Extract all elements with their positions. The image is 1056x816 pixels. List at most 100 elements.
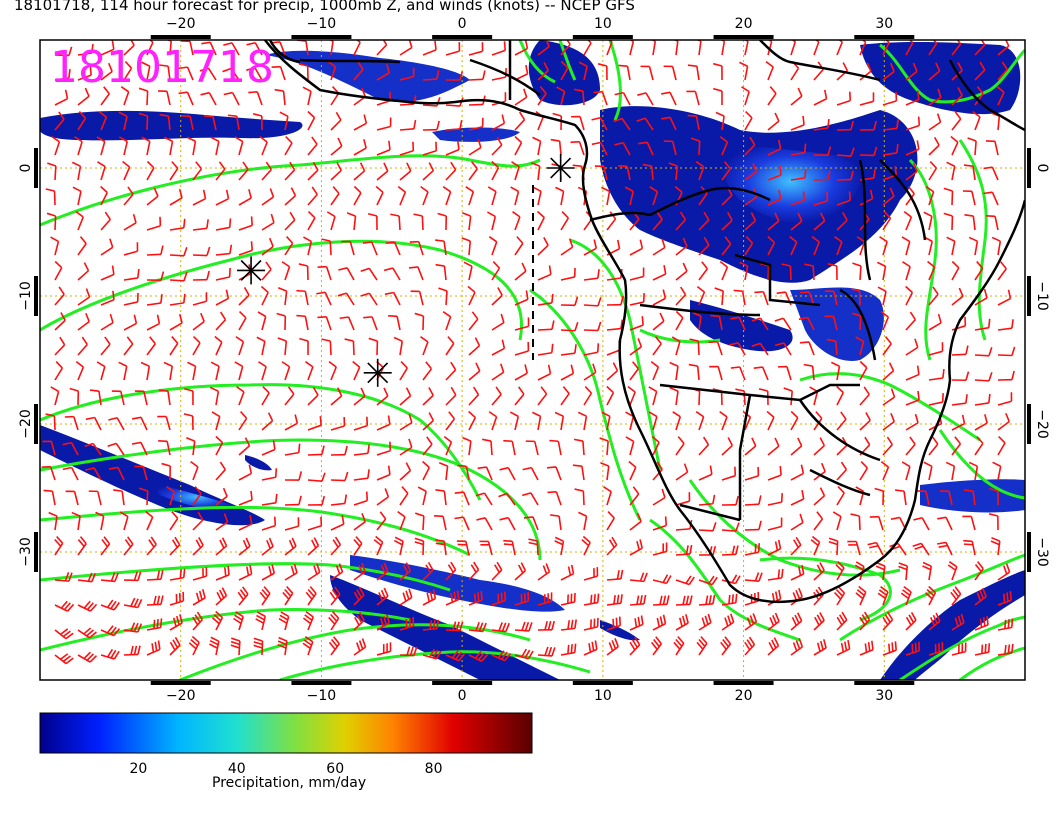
wind-barb: [537, 237, 549, 256]
wind-barb: [54, 572, 73, 582]
wind-barb: [813, 89, 828, 106]
wind-barb: [629, 512, 642, 531]
wind-barb: [307, 161, 319, 181]
wind-barb: [346, 212, 357, 231]
wind-barb: [487, 186, 497, 206]
wind-barb: [859, 412, 871, 431]
wind-barb: [50, 386, 60, 406]
wind-barb: [537, 592, 553, 606]
wind-barb: [259, 135, 268, 156]
wind-barb: [560, 643, 577, 656]
wind-barb: [905, 311, 917, 331]
wind-barb: [468, 70, 486, 81]
wind-barb: [687, 64, 700, 81]
wind-barb: [859, 460, 869, 481]
wind-barb: [803, 363, 815, 381]
wind-barb: [974, 288, 988, 306]
wind-barb: [560, 238, 574, 256]
wind-barb: [721, 236, 732, 256]
wind-barb: [368, 337, 379, 356]
wind-barb: [591, 141, 608, 156]
wind-barb: [882, 336, 892, 356]
wind-barb: [123, 597, 143, 609]
wind-barb: [652, 461, 663, 481]
wind-barb: [606, 638, 620, 656]
wind-barb: [652, 312, 665, 331]
wind-barb: [905, 641, 921, 656]
wind-barb: [138, 112, 149, 131]
lon-tick-label-top: 10: [594, 16, 612, 32]
wind-barb: [945, 461, 956, 481]
wind-barb: [454, 491, 470, 506]
wind-barb: [222, 67, 240, 81]
wind-barb: [279, 111, 289, 131]
wind-barb: [307, 495, 326, 506]
wind-barb: [713, 62, 723, 81]
wind-barb: [178, 66, 194, 81]
wind-barb: [882, 362, 895, 381]
wind-barb: [100, 62, 113, 81]
wind-barb: [859, 146, 878, 157]
wind-barb: [698, 575, 718, 586]
wind-barb: [836, 40, 843, 56]
wind-barb: [606, 385, 615, 406]
wind-barb: [997, 392, 1013, 406]
wind-barb: [951, 87, 963, 106]
wind-barb: [974, 587, 987, 606]
wind-barb: [903, 210, 913, 231]
wind-barb: [399, 141, 415, 156]
wind-barb: [215, 587, 228, 606]
wind-barb: [161, 462, 172, 481]
wind-barb: [789, 235, 798, 256]
wind-barb: [100, 238, 114, 256]
wind-barb: [593, 90, 608, 106]
wind-barb: [376, 511, 387, 531]
wind-barb: [663, 65, 677, 81]
wind-barb: [223, 42, 240, 56]
wind-barb: [209, 636, 220, 656]
wind-barb: [163, 136, 174, 156]
wind-barb: [422, 387, 434, 406]
lon-tick-label-bottom: 20: [735, 688, 753, 704]
wind-barb: [414, 537, 425, 556]
wind-barb: [947, 561, 958, 581]
wind-barb: [692, 311, 702, 331]
wind-barb: [928, 436, 939, 456]
wind-barb: [330, 515, 345, 531]
wind-barb: [200, 91, 217, 106]
wind-barb: [905, 413, 919, 431]
colorbar-tick-label: 40: [228, 761, 246, 777]
wind-barb: [383, 267, 401, 281]
wind-barb: [399, 562, 412, 581]
wind-barb: [166, 486, 176, 506]
wind-barb: [695, 411, 705, 431]
wind-barb: [698, 236, 710, 256]
wind-barb: [123, 622, 143, 633]
wind-barb: [744, 236, 754, 256]
wind-barb: [951, 260, 960, 281]
wind-barb: [158, 389, 171, 406]
wind-barb: [560, 267, 576, 281]
colorbar-ticks: 20 40 60 80: [129, 761, 442, 777]
wind-barb: [491, 136, 503, 156]
wind-barb: [721, 466, 737, 481]
wind-barb: [905, 365, 920, 381]
wind-barb: [330, 563, 344, 581]
wind-barb: [537, 265, 552, 281]
wind-barb: [811, 235, 820, 256]
wind-barb: [902, 261, 911, 281]
wind-barb: [781, 263, 792, 281]
wind-barb: [261, 564, 276, 581]
wind-barb: [65, 490, 79, 506]
wind-barb: [422, 589, 437, 606]
wind-barb: [753, 366, 769, 381]
wind-barb: [514, 648, 534, 660]
wind-barb: [537, 620, 555, 631]
wind-barb: [767, 517, 783, 531]
wind-barb: [281, 361, 291, 381]
wind-barb: [951, 414, 966, 431]
wind-barb: [962, 515, 976, 531]
wind-barb: [146, 618, 163, 631]
wind-barb: [215, 267, 231, 281]
wind-barb: [468, 561, 480, 581]
